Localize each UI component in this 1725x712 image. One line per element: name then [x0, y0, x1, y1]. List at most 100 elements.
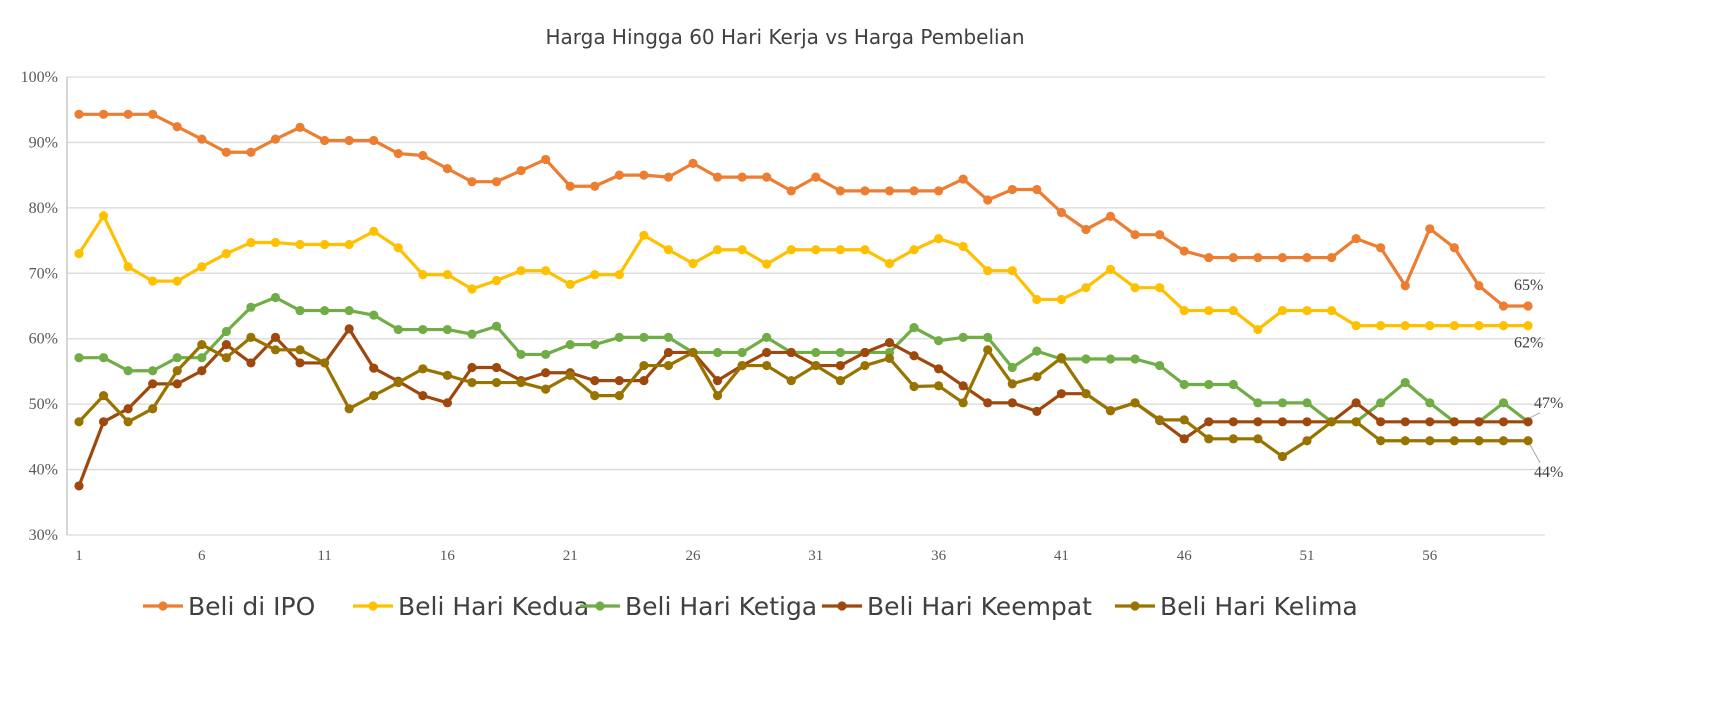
data-point — [369, 226, 379, 237]
data-point — [860, 186, 870, 196]
data-point — [1400, 436, 1410, 446]
data-point — [541, 368, 551, 378]
data-point — [1425, 398, 1435, 408]
data-point — [148, 379, 158, 389]
data-point — [934, 364, 944, 374]
data-point — [221, 249, 231, 259]
data-point — [320, 358, 330, 368]
data-point — [1204, 417, 1214, 427]
data-point — [811, 245, 821, 255]
data-point — [1105, 406, 1116, 416]
data-point — [393, 377, 403, 388]
data-point — [884, 186, 895, 196]
x-tick-label: 36 — [931, 548, 947, 564]
legend-item[interactable]: Beli di IPO — [143, 592, 315, 621]
data-point — [1253, 324, 1263, 335]
data-point — [320, 305, 330, 316]
y-tick-label: 40% — [29, 462, 58, 479]
data-point — [516, 349, 526, 360]
data-point — [221, 147, 231, 157]
y-tick-label: 90% — [29, 134, 58, 151]
data-point — [1302, 398, 1312, 408]
data-point — [1081, 224, 1091, 235]
data-point — [688, 347, 698, 358]
data-point — [1376, 436, 1386, 446]
data-point — [393, 148, 403, 159]
data-point — [246, 147, 256, 157]
data-point — [1425, 321, 1435, 331]
data-point — [172, 276, 182, 286]
data-point — [1081, 283, 1091, 293]
data-point — [1105, 354, 1116, 364]
data-point — [491, 362, 502, 373]
data-point — [442, 324, 452, 335]
series-layer — [74, 109, 1533, 491]
y-tick-label: 50% — [29, 396, 58, 413]
data-point — [197, 134, 207, 144]
data-point — [98, 109, 109, 119]
data-point — [860, 245, 870, 255]
series-line — [77, 335, 1529, 459]
data-point — [835, 186, 845, 196]
legend-item[interactable]: Beli Hari Kedua — [353, 592, 589, 621]
data-point — [295, 305, 305, 316]
legend-item[interactable]: Beli Hari Kelima — [1115, 592, 1358, 621]
legend-item[interactable]: Beli Hari Ketiga — [580, 592, 817, 621]
data-point — [1056, 294, 1066, 305]
data-point — [860, 360, 870, 371]
data-point — [442, 370, 452, 380]
data-point — [1032, 184, 1042, 195]
data-point — [1351, 398, 1361, 408]
data-point — [418, 269, 428, 280]
data-point — [786, 245, 796, 255]
data-point — [344, 404, 354, 414]
data-point — [295, 358, 305, 368]
data-point — [516, 165, 526, 176]
data-point — [1400, 417, 1410, 427]
data-point — [197, 353, 207, 363]
data-point — [1376, 243, 1386, 253]
data-point — [983, 398, 993, 408]
data-point — [123, 262, 133, 272]
data-point — [983, 266, 993, 276]
data-point — [835, 375, 845, 386]
data-point — [909, 381, 919, 392]
data-point — [1081, 389, 1091, 399]
data-point — [835, 347, 845, 358]
data-point — [1498, 398, 1509, 408]
data-point — [1130, 354, 1140, 364]
data-point — [467, 377, 477, 388]
data-point — [418, 391, 428, 401]
legend-marker-icon — [837, 601, 847, 611]
leader-line — [1529, 444, 1541, 464]
data-point — [1302, 417, 1312, 427]
data-point — [590, 340, 600, 350]
data-point — [418, 150, 428, 161]
data-point — [1474, 321, 1484, 331]
data-point — [786, 375, 796, 386]
data-point — [123, 109, 133, 119]
data-point — [221, 353, 231, 363]
data-point — [541, 266, 551, 276]
data-point — [98, 211, 109, 221]
data-point — [393, 243, 403, 253]
data-label: 47% — [1534, 395, 1563, 412]
data-point — [737, 347, 747, 358]
data-point — [1302, 436, 1312, 446]
data-point — [197, 366, 207, 376]
legend-item[interactable]: Beli Hari Keempat — [822, 592, 1092, 621]
data-point — [835, 245, 845, 255]
data-point — [909, 351, 919, 361]
data-point — [1376, 417, 1386, 427]
data-point — [663, 245, 674, 255]
data-point — [344, 239, 354, 250]
data-point — [983, 332, 993, 343]
data-point — [884, 353, 895, 363]
x-tick-label: 1 — [75, 548, 83, 564]
data-point — [123, 366, 133, 376]
data-point — [1204, 434, 1214, 444]
data-point — [1277, 398, 1288, 408]
data-point — [1277, 417, 1288, 427]
data-point — [1400, 321, 1410, 331]
data-point — [369, 310, 379, 320]
